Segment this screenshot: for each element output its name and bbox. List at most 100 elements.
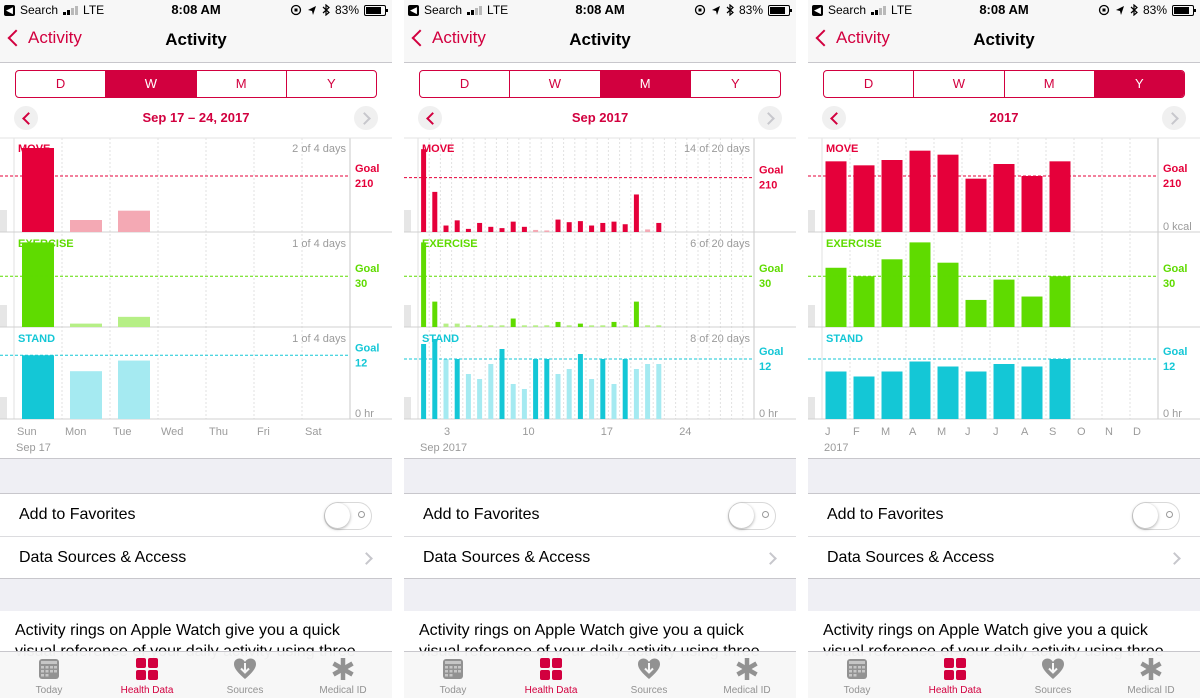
stand-prev-period-stub	[0, 397, 7, 419]
tab-sources[interactable]: Sources	[600, 652, 698, 698]
segment-d[interactable]: D	[420, 71, 511, 97]
stand-bar	[633, 369, 639, 419]
stand-bar	[555, 374, 561, 419]
move-bar	[454, 220, 460, 232]
move-bar	[443, 225, 449, 232]
segment-y[interactable]: Y	[1094, 71, 1184, 97]
move-bar	[622, 224, 628, 232]
tab-today[interactable]: Today	[404, 652, 502, 698]
stand-bar	[622, 359, 628, 419]
segment-d[interactable]: D	[824, 71, 915, 97]
segment-m[interactable]: M	[1005, 71, 1095, 97]
data-sources-access-row[interactable]: Data Sources & Access	[808, 536, 1200, 579]
toggle-knob	[729, 503, 754, 528]
back-button[interactable]: Activity	[7, 28, 82, 48]
add-to-favorites-row: Add to Favorites	[0, 493, 392, 536]
next-period-button[interactable]	[758, 106, 782, 130]
exercise-bar	[965, 299, 987, 327]
favorites-toggle[interactable]	[1132, 502, 1180, 530]
date-range-label: 2017	[989, 110, 1019, 125]
status-carrier[interactable]: Search	[424, 3, 463, 17]
tab-medical-id[interactable]: Medical ID	[698, 652, 796, 698]
stand-bar	[443, 359, 449, 419]
add-to-favorites-label: Add to Favorites	[423, 506, 540, 523]
battery-icon	[768, 4, 792, 16]
tab-today[interactable]: Today	[808, 652, 906, 698]
segment-w[interactable]: W	[914, 71, 1005, 97]
back-to-app-icon[interactable]: ◀	[812, 4, 823, 16]
segment-w[interactable]: W	[510, 71, 601, 97]
stand-goal-value: 12	[759, 361, 771, 373]
exercise-prev-period-stub	[808, 305, 815, 327]
exercise-bar	[432, 301, 438, 327]
status-carrier[interactable]: Search	[828, 3, 867, 17]
x-tick-label: 17	[601, 426, 613, 438]
move-goal-label: Goal	[355, 163, 379, 175]
exercise-bar	[1021, 296, 1043, 327]
move-bar	[611, 221, 617, 232]
back-button-label: Activity	[836, 28, 890, 47]
next-period-button[interactable]	[354, 106, 378, 130]
favorites-toggle[interactable]	[324, 502, 372, 530]
exercise-bar	[633, 301, 639, 327]
period-label: Sep 17	[16, 442, 51, 454]
segment-y[interactable]: Y	[731, 76, 740, 91]
previous-period-button[interactable]	[822, 106, 846, 130]
x-tick-label: Tue	[113, 426, 132, 438]
exercise-bar	[70, 323, 102, 327]
move-bar	[1021, 176, 1043, 232]
back-button-label: Activity	[432, 28, 486, 47]
exercise-bar	[589, 325, 595, 327]
tab-sources[interactable]: Sources	[1004, 652, 1102, 698]
back-button[interactable]: Activity	[411, 28, 486, 48]
stand-days-met: 8 of 20 days	[690, 333, 750, 345]
previous-period-button[interactable]	[418, 106, 442, 130]
segment-m[interactable]: M	[197, 71, 287, 97]
data-sources-access-row[interactable]: Data Sources & Access	[0, 536, 392, 579]
tab-bar: Today Health Data Sources Medical ID	[0, 651, 392, 698]
previous-period-button[interactable]	[14, 106, 38, 130]
stand-days-met: 1 of 4 days	[292, 333, 346, 345]
data-sources-access-row[interactable]: Data Sources & Access	[404, 536, 796, 579]
move-bar	[993, 164, 1015, 232]
data-sources-access-label: Data Sources & Access	[423, 548, 591, 566]
back-to-app-icon[interactable]: ◀	[408, 4, 419, 16]
segment-y[interactable]: Y	[327, 76, 336, 91]
segment-w[interactable]: W	[106, 71, 197, 97]
segment-m[interactable]: M	[600, 71, 691, 97]
tab-sources[interactable]: Sources	[196, 652, 294, 698]
data-sources-access-label: Data Sources & Access	[19, 548, 187, 566]
favorites-toggle[interactable]	[728, 502, 776, 530]
tab-health-data[interactable]: Health Data	[906, 652, 1004, 698]
exercise-bar	[443, 323, 449, 327]
location-icon	[1115, 5, 1124, 15]
move-bar	[521, 226, 527, 232]
stand-axis-zero-label: 0 hr	[1163, 408, 1182, 420]
tab-health-data[interactable]: Health Data	[98, 652, 196, 698]
today-icon	[39, 659, 59, 679]
move-bar	[1049, 161, 1071, 232]
status-battery-percent: 83%	[334, 3, 359, 17]
status-carrier[interactable]: Search	[20, 3, 59, 17]
tab-medical-id[interactable]: Medical ID	[294, 652, 392, 698]
tab-today[interactable]: Today	[0, 652, 98, 698]
date-range-label: Sep 17 – 24, 2017	[142, 110, 250, 125]
today-icon	[443, 659, 463, 679]
back-to-app-icon[interactable]: ◀	[4, 4, 15, 16]
move-bar	[633, 194, 639, 232]
location-icon	[307, 5, 316, 15]
sources-icon	[638, 658, 660, 679]
exercise-goal-label: Goal	[759, 263, 783, 275]
move-goal-value: 210	[1163, 178, 1181, 190]
tab-health-data[interactable]: Health Data	[502, 652, 600, 698]
exercise-bar	[533, 325, 539, 327]
exercise-goal-label: Goal	[1163, 263, 1187, 275]
segment-d[interactable]: D	[16, 71, 107, 97]
tab-medical-id[interactable]: Medical ID	[1102, 652, 1200, 698]
move-bar	[645, 229, 651, 232]
next-period-button[interactable]	[1162, 106, 1186, 130]
back-button[interactable]: Activity	[815, 28, 890, 48]
activity-chart: MOVE Goal 210 0 kcal EXERCISE Goal 30 STAND Goal…	[808, 137, 1200, 454]
x-tick-label: S	[1049, 426, 1056, 438]
